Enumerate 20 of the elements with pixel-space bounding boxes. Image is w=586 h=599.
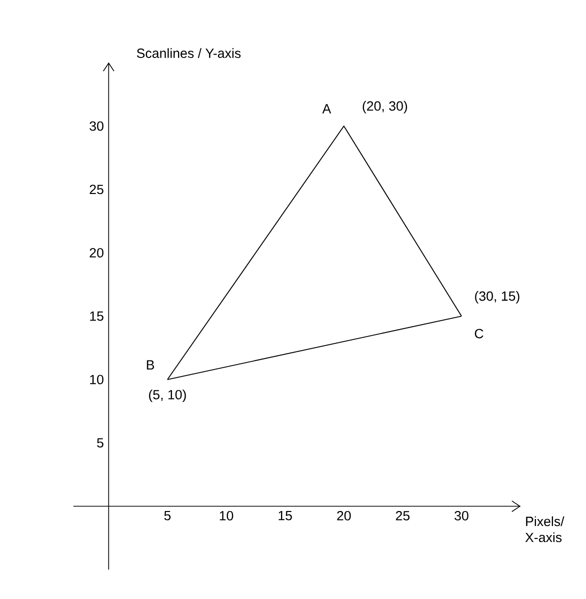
y-tick-label: 30 xyxy=(90,121,104,131)
x-tick-label: 30 xyxy=(454,510,469,520)
x-tick-label: 10 xyxy=(220,510,234,520)
annotation: (20, 30) xyxy=(362,100,408,114)
y-tick-label: 10 xyxy=(90,374,104,384)
x-axis-title: Pixels/ X-axis xyxy=(525,516,564,542)
x-tick-label: 25 xyxy=(396,510,410,520)
y-tick-label: 5 xyxy=(97,438,104,448)
y-tick-label: 25 xyxy=(90,184,104,194)
x-tick-label: 15 xyxy=(278,510,292,520)
annotation: B xyxy=(147,360,154,370)
annotation: (30, 15) xyxy=(475,291,520,304)
annotation: C xyxy=(475,328,484,338)
y-tick-label: 20 xyxy=(90,248,104,258)
annotation: (5, 10) xyxy=(149,390,186,402)
y-axis-title: Scanlines / Y-axis xyxy=(137,48,241,58)
x-tick-label: 20 xyxy=(337,510,351,520)
y-tick-label: 15 xyxy=(90,312,104,321)
x-tick-label: 5 xyxy=(164,510,171,520)
annotation: A xyxy=(322,104,332,114)
